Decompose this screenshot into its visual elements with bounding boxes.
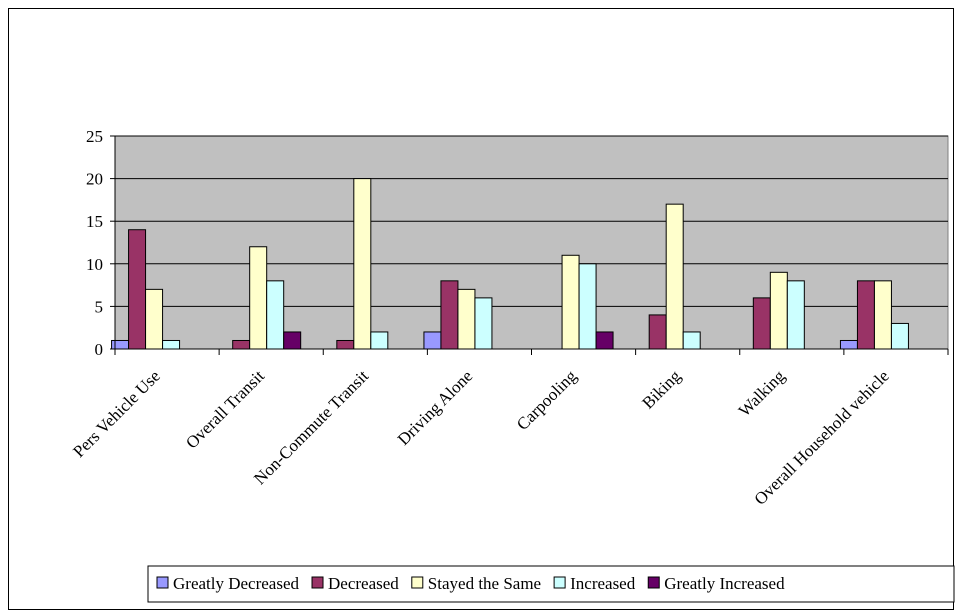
x-category-label: Pers Vehicle Use <box>69 366 164 461</box>
bar <box>578 263 597 350</box>
bar <box>769 271 788 350</box>
y-tick-label: 10 <box>86 255 103 274</box>
bar <box>232 339 251 350</box>
bar <box>336 339 355 350</box>
x-category-label: Biking <box>638 366 685 413</box>
legend-box <box>147 565 955 603</box>
bar <box>457 288 476 350</box>
bar <box>648 314 667 350</box>
legend-label: Stayed the Same <box>428 574 541 593</box>
legend-swatch <box>156 576 169 589</box>
bar <box>353 178 372 350</box>
bar <box>890 322 909 350</box>
x-category-label: Carpooling <box>513 366 581 434</box>
legend-swatch <box>411 576 424 589</box>
y-tick-label: 0 <box>95 340 104 359</box>
bar <box>283 331 302 350</box>
bar <box>249 246 268 350</box>
x-axis: Pers Vehicle Use Overall TransitNon-Commu… <box>69 348 949 509</box>
bar <box>595 331 614 350</box>
bar <box>266 280 285 350</box>
x-category-label: Walking <box>735 366 789 420</box>
bar <box>440 280 459 350</box>
legend: Greatly Decreased Decreased Stayed the Sam… <box>147 565 955 603</box>
plot-area <box>114 135 949 350</box>
x-category-label: Overall Transit <box>182 366 268 452</box>
bar <box>423 331 442 350</box>
y-tick-label: 5 <box>95 297 104 316</box>
legend-label: Increased <box>570 574 636 593</box>
legend-label: Decreased <box>328 574 399 593</box>
bar <box>839 339 858 350</box>
bars <box>111 178 909 350</box>
bar <box>370 331 389 350</box>
y-tick-label: 20 <box>86 170 103 189</box>
bar <box>111 339 130 350</box>
legend-label: Greatly Increased <box>664 574 785 593</box>
y-axis: 0 5 10 15 20 25 <box>86 127 116 359</box>
bar <box>561 254 580 350</box>
bar <box>856 280 875 350</box>
bar <box>752 297 771 350</box>
bar <box>145 288 164 350</box>
bar <box>665 203 684 350</box>
bar <box>162 339 181 350</box>
legend-swatch <box>647 576 660 589</box>
bar <box>873 280 892 350</box>
bar <box>128 229 147 350</box>
x-category-label: Non-Commute Transit <box>250 366 372 488</box>
x-category-label: Driving Alone <box>394 366 477 449</box>
bar <box>474 297 493 350</box>
bar <box>786 280 805 350</box>
y-tick-label: 15 <box>86 212 103 231</box>
legend-label: Greatly Decreased <box>173 574 300 593</box>
y-tick-label: 25 <box>86 127 103 146</box>
legend-swatch <box>553 576 566 589</box>
legend-swatch <box>311 576 324 589</box>
bar <box>682 331 701 350</box>
